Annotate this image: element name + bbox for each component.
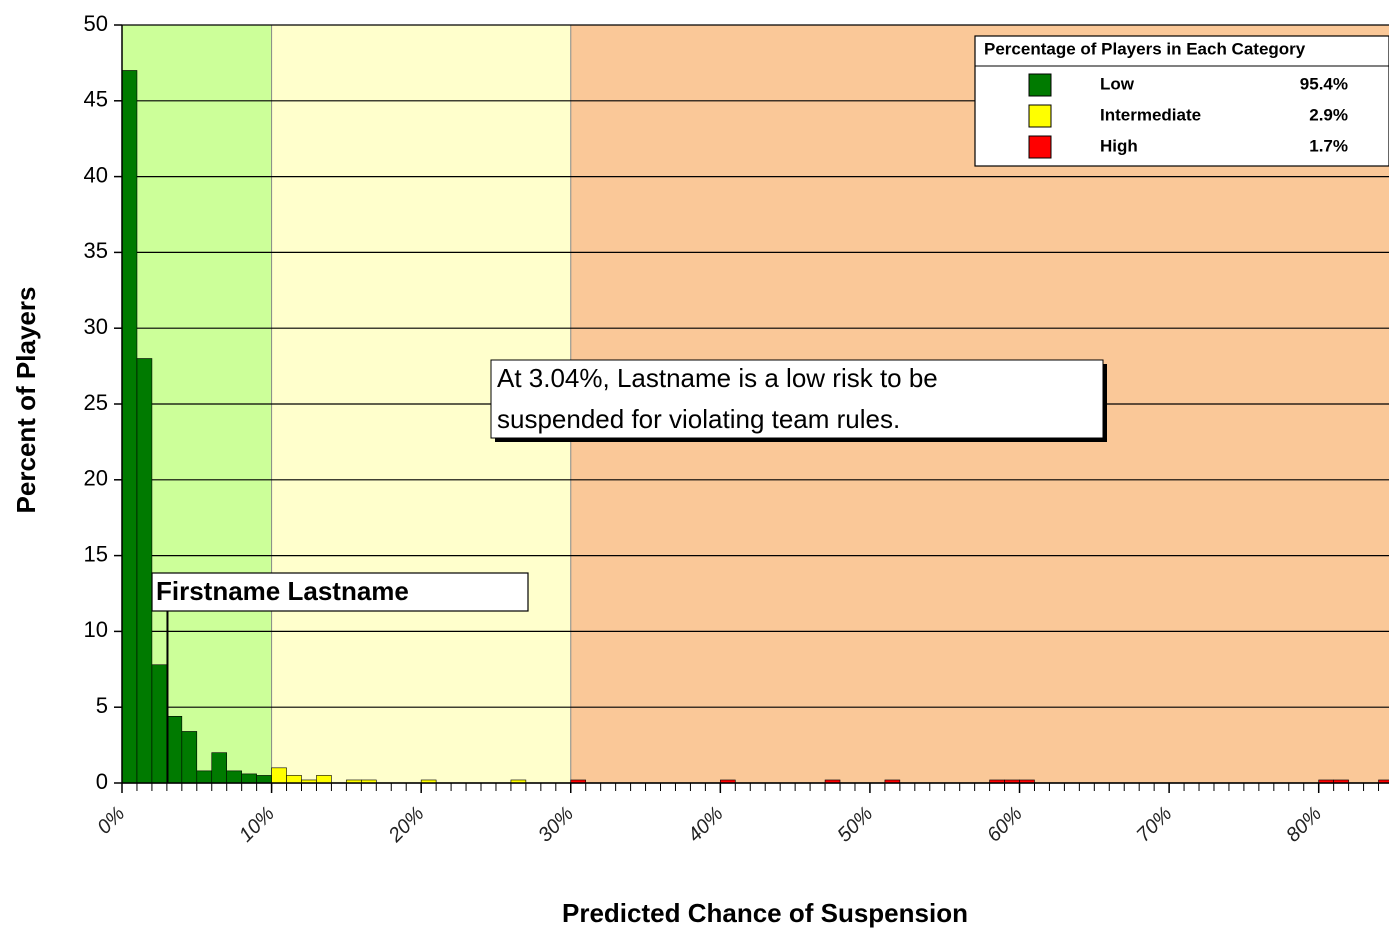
legend-swatch [1028,73,1052,97]
legend-value: 2.9% [1309,105,1348,124]
legend-value: 95.4% [1300,74,1348,93]
bar [226,770,242,784]
bar [271,767,287,784]
legend-swatch [1028,135,1052,159]
y-tick-label: 20 [84,466,108,491]
annotation-line: suspended for violating team rules. [497,404,900,434]
x-tick-label: 40% [684,803,728,847]
x-tick-label: 50% [833,803,877,847]
marker-label: Firstname Lastname [156,576,409,606]
annotation-box [490,359,1104,439]
x-tick-label: 20% [384,803,429,848]
y-tick-label: 10 [84,617,108,642]
y-tick-label: 35 [84,238,108,263]
bar [136,358,153,784]
x-tick-label: 0% [93,803,129,839]
legend-label: High [1100,136,1138,155]
bar [122,70,138,784]
legend-title: Percentage of Players in Each Category [984,39,1306,58]
y-tick-label: 50 [84,11,108,36]
bar [151,664,168,784]
marker-box [151,572,529,612]
legend-value: 1.7% [1309,136,1348,155]
legend-label: Intermediate [1100,105,1201,124]
y-tick-label: 25 [84,390,108,415]
y-tick-label: 30 [84,314,108,339]
bar [256,775,272,784]
legend-label: Low [1100,74,1135,93]
legend-swatch [1028,104,1052,128]
bar [286,775,302,784]
x-tick-label: 30% [534,803,578,847]
y-axis-title: Percent of Players [11,287,41,514]
y-tick-label: 40 [84,162,108,187]
bar [196,770,213,784]
bar [241,773,257,784]
annotation-line: At 3.04%, Lastname is a low risk to be [497,363,938,393]
x-tick-label: 10% [235,803,279,847]
bar [316,775,332,784]
y-tick-label: 45 [84,87,108,112]
bar [181,731,198,784]
y-tick-label: 15 [84,541,108,566]
y-tick-label: 5 [96,693,108,718]
x-tick-label: 80% [1282,803,1326,847]
x-axis-title: Predicted Chance of Suspension [562,898,968,928]
y-tick-label: 0 [96,769,108,794]
bar [166,715,183,784]
x-tick-label: 60% [983,803,1027,847]
x-tick-label: 70% [1133,803,1177,847]
bar [211,752,228,784]
